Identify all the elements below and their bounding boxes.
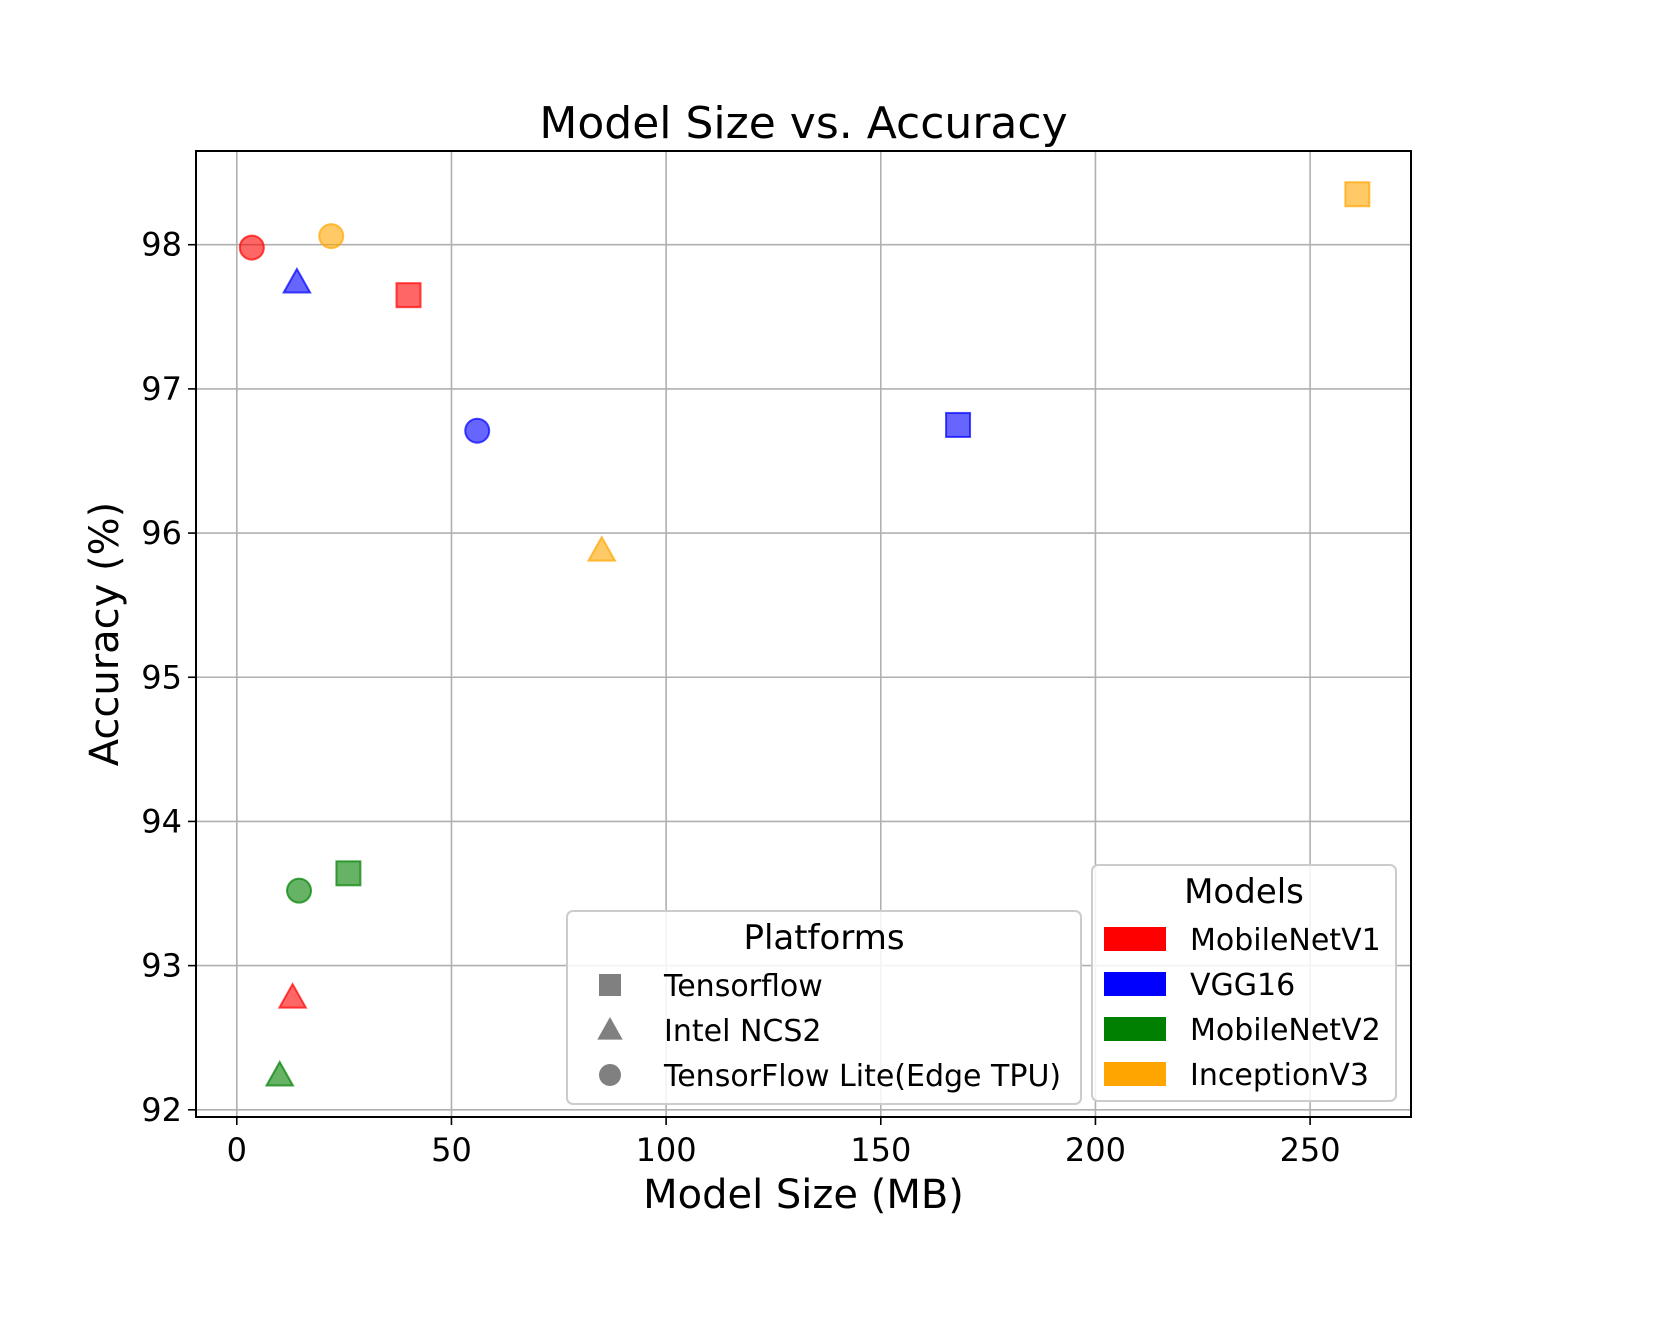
x-tick-label: 50 <box>431 1131 472 1169</box>
point-mobilenetv1-circle <box>238 234 265 261</box>
y-axis-label: Accuracy (%) <box>82 502 128 767</box>
legend-swatch <box>1104 1017 1166 1041</box>
legend-model-label: MobileNetV1 <box>1190 923 1381 958</box>
x-tick-label: 100 <box>636 1131 697 1169</box>
legend-swatch <box>1104 972 1166 996</box>
legend-models-box <box>1091 864 1397 1102</box>
legend-swatch <box>1104 1062 1166 1086</box>
y-tick-label: 94 <box>141 802 182 840</box>
point-mobilenetv2-triangle <box>264 1059 295 1087</box>
point-mobilenetv2-circle <box>286 877 313 904</box>
legend-marker-circle <box>599 1064 621 1086</box>
legend-models: Models MobileNetV1 VGG16 MobileNetV2 Incept… <box>1091 864 1397 1102</box>
point-mobilenetv2-square <box>335 860 362 887</box>
point-vgg16-square <box>945 411 972 438</box>
legend-model-label: InceptionV3 <box>1190 1058 1369 1093</box>
legend-platforms-title: Platforms <box>743 918 904 958</box>
point-mobilenetv1-square <box>395 282 422 309</box>
x-axis-label: Model Size (MB) <box>643 1172 964 1218</box>
y-tick-label: 93 <box>141 947 182 985</box>
y-tick-label: 92 <box>141 1091 182 1129</box>
legend-model-label: MobileNetV2 <box>1190 1013 1381 1048</box>
legend-marker-triangle <box>597 1016 623 1040</box>
legend-platforms: Platforms Tensorflow Intel NCS2 TensorFlow… <box>566 910 1082 1105</box>
legend-platforms-box <box>566 910 1082 1105</box>
y-tick-label: 98 <box>141 226 182 264</box>
legend-marker-square <box>599 974 621 996</box>
y-tick-label: 96 <box>141 514 182 552</box>
point-inceptionv3-circle <box>318 223 345 250</box>
chart-title: Model Size vs. Accuracy <box>539 98 1067 149</box>
x-tick-label: 150 <box>850 1131 911 1169</box>
point-mobilenetv1-triangle <box>277 982 308 1009</box>
grid-layer <box>196 151 1411 1117</box>
y-tick-label: 97 <box>141 370 182 408</box>
legend-platform-label: TensorFlow Lite(Edge TPU) <box>663 1059 1061 1094</box>
legend-models-title: Models <box>1184 872 1304 912</box>
legend-platform-label: Intel NCS2 <box>664 1014 821 1049</box>
ticks-layer: 0 50 100 150 200 250 92 93 94 95 96 97 98 <box>141 226 1340 1169</box>
point-inceptionv3-square <box>1344 181 1371 208</box>
point-inceptionv3-triangle <box>586 535 617 562</box>
x-tick-label: 200 <box>1065 1131 1126 1169</box>
legend-model-label: VGG16 <box>1190 968 1295 1003</box>
x-tick-label: 250 <box>1280 1131 1341 1169</box>
y-tick-label: 95 <box>141 658 182 696</box>
legend-swatch <box>1104 927 1166 951</box>
points-layer <box>238 181 1371 1087</box>
legend-platform-label: Tensorflow <box>663 969 823 1004</box>
plot-frame <box>195 150 1412 1118</box>
point-vgg16-circle <box>464 417 491 444</box>
point-vgg16-triangle <box>281 266 312 294</box>
x-tick-label: 0 <box>227 1131 247 1169</box>
